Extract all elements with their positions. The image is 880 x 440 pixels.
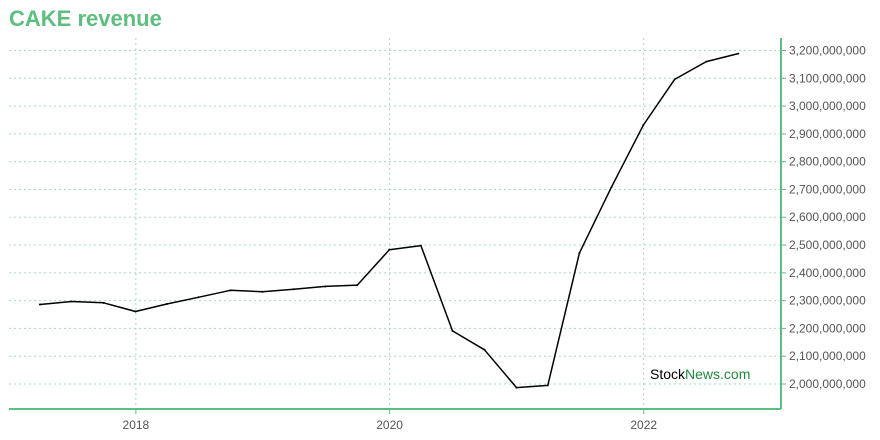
data-point: [673, 78, 676, 81]
watermark-news: News: [685, 366, 720, 382]
x-tick-label: 2022: [630, 418, 657, 432]
y-tick-label: 2,900,000,000: [789, 127, 866, 141]
y-tick-label: 3,200,000,000: [789, 44, 866, 58]
label-layer: 2,000,000,000 2,100,000,000 2,200,000,000 2…: [123, 44, 867, 432]
stocknews-watermark: StockNews.com: [650, 366, 750, 382]
data-point: [515, 386, 518, 389]
data-point: [134, 310, 137, 313]
data-point: [102, 301, 105, 304]
data-point: [578, 252, 581, 255]
data-point: [292, 288, 295, 291]
data-point: [610, 186, 613, 189]
series-layer: [38, 52, 740, 389]
grid-layer: [9, 38, 781, 409]
data-point: [546, 384, 549, 387]
y-tick-label: 2,000,000,000: [789, 377, 866, 391]
data-point: [324, 285, 327, 288]
data-point: [38, 303, 41, 306]
data-point: [419, 244, 422, 247]
y-tick-label: 2,500,000,000: [789, 238, 866, 252]
chart-title: CAKE revenue: [9, 6, 162, 31]
y-tick-label: 2,400,000,000: [789, 266, 866, 280]
y-tick-label: 2,100,000,000: [789, 349, 866, 363]
y-tick-label: 2,200,000,000: [789, 321, 866, 335]
data-point: [356, 284, 359, 287]
data-point: [388, 248, 391, 251]
data-point: [165, 302, 168, 305]
data-point: [737, 52, 740, 55]
y-tick-label: 2,700,000,000: [789, 182, 866, 196]
data-point: [229, 289, 232, 292]
axis-layer: [9, 38, 786, 414]
data-point: [483, 348, 486, 351]
y-tick-label: 3,100,000,000: [789, 71, 866, 85]
y-tick-label: 2,300,000,000: [789, 294, 866, 308]
revenue-series-line: [39, 52, 739, 389]
data-point: [70, 300, 73, 303]
data-point: [642, 123, 645, 126]
data-point: [261, 290, 264, 293]
y-tick-label: 3,000,000,000: [789, 99, 866, 113]
data-point: [705, 60, 708, 63]
data-point: [197, 296, 200, 299]
x-tick-label: 2020: [376, 418, 403, 432]
watermark-com: .com: [720, 366, 750, 382]
watermark-stock: Stock: [650, 366, 686, 382]
y-tick-label: 2,600,000,000: [789, 210, 866, 224]
data-point: [451, 329, 454, 332]
y-tick-label: 2,800,000,000: [789, 155, 866, 169]
x-tick-label: 2018: [123, 418, 150, 432]
